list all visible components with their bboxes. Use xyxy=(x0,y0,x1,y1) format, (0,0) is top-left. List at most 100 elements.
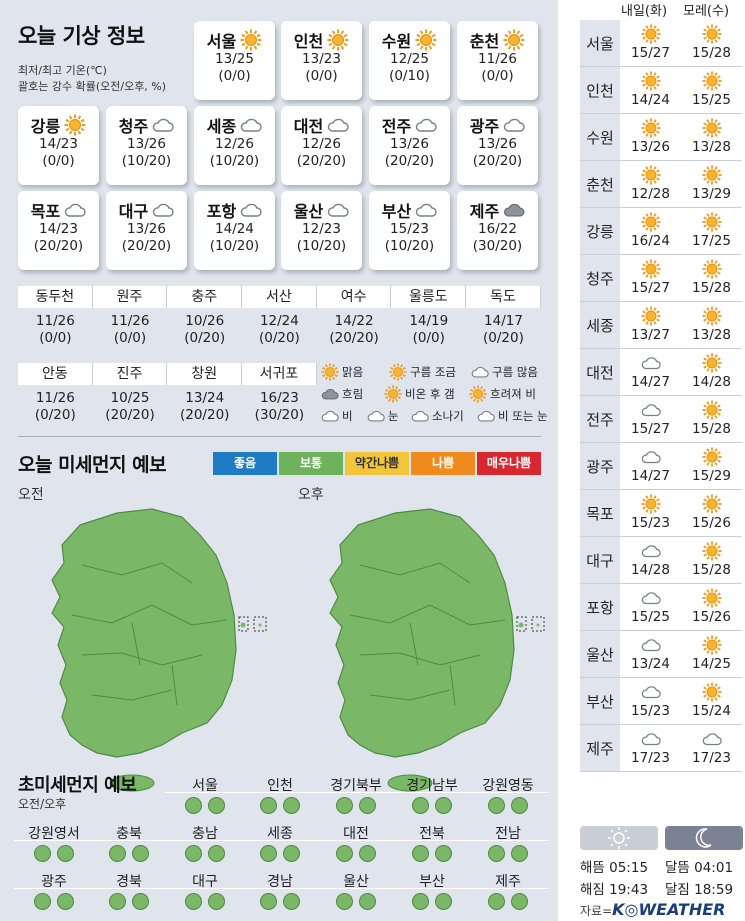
small-city-values: 10/25 (20/20) xyxy=(93,390,168,424)
small-city-temp: 13/24 xyxy=(185,390,225,406)
legend-label: 구름 조금 xyxy=(410,365,456,379)
ultrafine-dots xyxy=(89,893,169,910)
forecast-row: 대전 14/27 14/28 xyxy=(580,349,742,396)
forecast-city: 목포 xyxy=(580,490,620,536)
forecast-col1: 내일(화) xyxy=(621,4,668,19)
city-name: 인천 xyxy=(293,32,324,51)
city-temp: 13/26 xyxy=(127,136,166,152)
pm-dot xyxy=(359,845,376,862)
small-city-prob: (0/0) xyxy=(113,330,147,346)
cloud-icon xyxy=(153,203,174,217)
small-city-temp: 10/26 xyxy=(185,313,225,329)
sun-icon xyxy=(701,447,722,467)
ultrafine-item: 강원영동 xyxy=(468,775,548,814)
pm-dot xyxy=(435,845,452,862)
ultrafine-item: 경남 xyxy=(240,871,320,910)
forecast-day2: 13/28 xyxy=(681,302,742,348)
jeju-island xyxy=(387,774,433,792)
sun-icon xyxy=(701,212,722,232)
moon-icon xyxy=(695,828,712,848)
small-cities-row2: 안동 진주 창원 서귀포 11/26 (0/20) 10/25 (20/20) 13/24 (2… xyxy=(18,363,541,424)
sun-icon xyxy=(701,118,722,138)
cloud-icon xyxy=(367,410,385,422)
cloud-icon xyxy=(328,118,349,132)
ultrafine-region: 충북 xyxy=(89,823,169,842)
ultrafine-item: 대전 xyxy=(316,823,396,862)
pm-dot xyxy=(511,845,528,862)
city-name: 울산 xyxy=(293,202,324,221)
forecast-day2: 15/26 xyxy=(681,584,742,630)
ultrafine-item: 전남 xyxy=(468,823,548,862)
forecast-temp1: 13/27 xyxy=(631,327,670,343)
small-city-prob: (0/20) xyxy=(34,407,76,423)
legend-label: 비온 후 갬 xyxy=(405,387,455,401)
cloud-icon xyxy=(471,366,489,378)
forecast-day1: 15/25 xyxy=(620,584,681,630)
small-city-name: 서귀포 xyxy=(242,363,317,385)
forecast-temp1: 13/24 xyxy=(631,656,670,672)
city-prob: (0/0) xyxy=(481,68,514,84)
dust-scale: 좋음 보통 약간나쁨 나쁨 매우나쁨 xyxy=(213,452,541,475)
ultrafine-region: 경기남부 xyxy=(392,775,472,794)
forecast-day1: 15/23 xyxy=(620,490,681,536)
dust-scale-item: 약간나쁨 xyxy=(345,452,409,475)
cloud-icon xyxy=(328,203,349,217)
city-temp: 13/26 xyxy=(127,221,166,237)
forecast-temp2: 15/28 xyxy=(692,45,731,61)
forecast-day1: 14/24 xyxy=(620,67,681,113)
am-dot xyxy=(260,845,277,862)
forecast-city: 포항 xyxy=(580,584,620,630)
small-city-prob: (0/0) xyxy=(412,330,445,346)
cloud-icon xyxy=(641,686,661,699)
forecast-temp1: 15/27 xyxy=(631,421,670,437)
cloud-icon xyxy=(641,451,661,464)
small-city-prob: (20/20) xyxy=(179,407,230,423)
dust-pm-label: 오후 xyxy=(298,487,324,503)
cloud-icon xyxy=(504,118,525,132)
temp-note: 최저/최고 기온(℃) xyxy=(18,64,107,77)
dust-map-pm xyxy=(300,475,555,799)
ulleung-box xyxy=(238,616,249,632)
sun-icon xyxy=(701,306,722,326)
forecast-city: 제주 xyxy=(580,725,620,771)
city-prob: (20/20) xyxy=(296,153,347,169)
small-city-temp: 12/24 xyxy=(259,313,299,329)
forecast-temp2: 15/25 xyxy=(692,92,731,108)
city-temp: 12/23 xyxy=(302,221,341,237)
legend-item: 비온 후 갬 xyxy=(383,385,455,403)
city-card: 제주 16/22 (30/20) xyxy=(457,191,538,270)
city-card: 인천 13/23 (0/0) xyxy=(281,21,362,100)
legend-label: 비 xyxy=(342,409,353,423)
ultrafine-region: 강원영서 xyxy=(14,823,94,842)
small-city-name: 서산 xyxy=(242,286,317,308)
pm-dot xyxy=(208,893,225,910)
small-city-prob: (0/20) xyxy=(483,330,524,346)
city-name: 제주 xyxy=(469,202,500,221)
dust-title: 오늘 미세먼지 예보 xyxy=(18,454,167,476)
ultrafine-sub: 오전/오후 xyxy=(18,797,67,811)
ultrafine-dots xyxy=(89,845,169,862)
forecast-row: 춘천 12/28 13/29 xyxy=(580,161,742,208)
ultrafine-item: 경기남부 xyxy=(392,775,472,814)
pm-dot xyxy=(208,845,225,862)
forecast-row: 부산 15/23 15/24 xyxy=(580,678,742,725)
pm-dot xyxy=(283,845,300,862)
forecast-temp2: 14/28 xyxy=(692,374,731,390)
ultrafine-dots xyxy=(14,893,94,910)
sun-icon xyxy=(701,494,722,514)
forecast-day1: 16/24 xyxy=(620,208,681,254)
forecast-row: 청주 15/27 15/28 xyxy=(580,255,742,302)
ultrafine-dots xyxy=(392,797,472,814)
city-card: 부산 15/23 (10/20) xyxy=(369,191,450,270)
forecast-table: 서울 15/27 15/28 인천 14/24 15/25 수원 13/26 1… xyxy=(580,20,742,772)
ultrafine-item: 제주 xyxy=(468,871,548,910)
small-city-temp: 11/26 xyxy=(35,313,75,329)
city-temp: 12/26 xyxy=(302,136,341,152)
pm-dot xyxy=(57,845,74,862)
forecast-day1: 13/27 xyxy=(620,302,681,348)
small-city-name: 여수 xyxy=(316,286,392,308)
am-dot xyxy=(412,845,429,862)
city-card: 춘천 11/26 (0/0) xyxy=(457,21,538,100)
small-city-values: 11/26 (0/20) xyxy=(18,390,93,424)
small-city-name: 원주 xyxy=(92,286,168,308)
